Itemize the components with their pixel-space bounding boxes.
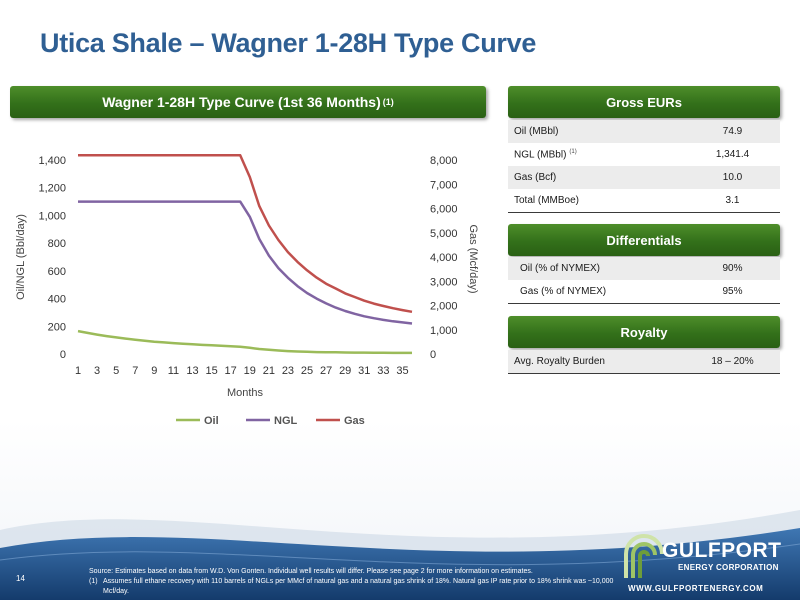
table-row: Avg. Royalty Burden 18 – 20% — [508, 350, 780, 374]
slide-title: Utica Shale – Wagner 1-28H Type Curve — [40, 28, 537, 58]
y-tick-label: 600 — [48, 266, 66, 278]
eur-ngl-value: 1,341.4 — [715, 149, 750, 160]
table-row: Gas (Bcf) 10.0 — [508, 166, 780, 189]
company-logo: GULFPORT ENERGY CORPORATION WWW.GULFPORT… — [618, 526, 794, 596]
diff-oil-label: Oil (% of NYMEX) — [508, 257, 685, 280]
x-tick-label: 25 — [301, 365, 313, 377]
eur-ngl-label-cell: NGL (MBbl) (1) — [508, 143, 685, 166]
x-tick-label: 29 — [339, 365, 351, 377]
x-tick-label: 35 — [396, 365, 408, 377]
x-tick-label: 1 — [75, 365, 81, 377]
y2-tick-label: 2,000 — [430, 301, 458, 313]
x-tick-label: 5 — [113, 365, 119, 377]
gross-eurs-header: Gross EURs — [508, 86, 780, 118]
eur-total-label: Total (MMBoe) — [508, 189, 685, 213]
x-tick-label: 7 — [132, 365, 138, 377]
eur-oil-label: Oil (MBbl) — [508, 120, 685, 143]
y-tick-label: 1,400 — [38, 155, 66, 167]
y-tick-label: 400 — [48, 294, 66, 306]
eur-ngl-label: NGL (MBbl) — [514, 149, 567, 161]
logo-arc-icon — [624, 534, 664, 578]
royalty-header: Royalty — [508, 316, 780, 348]
gross-eurs-table: Oil (MBbl) 74.9 NGL (MBbl) (1) 1,341.4 Ga… — [508, 120, 780, 213]
eur-gas-label: Gas (Bcf) — [508, 166, 685, 189]
x-tick-label: 27 — [320, 365, 332, 377]
x-tick-label: 15 — [205, 365, 217, 377]
differentials-table: Oil (% of NYMEX) 90% Gas (% of NYMEX) 95… — [508, 257, 780, 304]
legend-label-oil: Oil — [204, 415, 219, 427]
x-tick-label: 23 — [282, 365, 294, 377]
y2-tick-label: 1,000 — [430, 325, 458, 337]
eur-gas-value: 10.0 — [685, 166, 780, 189]
x-tick-label: 21 — [263, 365, 275, 377]
y-axis-title: Oil/NGL (Bbl/day) — [15, 214, 27, 300]
y2-tick-label: 7,000 — [430, 179, 458, 191]
x-tick-label: 11 — [168, 365, 179, 377]
eur-total-value: 3.1 — [685, 189, 780, 213]
x-tick-label: 33 — [377, 365, 389, 377]
table-row: Gas (% of NYMEX) 95% — [508, 280, 780, 304]
x-tick-label: 3 — [94, 365, 100, 377]
footnote-1-mark: (1) — [89, 578, 98, 585]
footnote-1-text: Assumes full ethane recovery with 110 ba… — [103, 578, 614, 595]
y2-tick-label: 5,000 — [430, 228, 458, 240]
legend-label-gas: Gas — [344, 415, 365, 427]
series-line-gas — [78, 153, 413, 314]
chart-header-text: Wagner 1-28H Type Curve (1st 36 Months) — [102, 94, 381, 110]
eur-ngl-footnote: (1) — [569, 148, 577, 155]
y-tick-label: 200 — [48, 321, 66, 333]
y2-tick-label: 3,000 — [430, 276, 458, 288]
differentials-header: Differentials — [508, 224, 780, 256]
diff-oil-value: 90% — [685, 257, 780, 280]
y-tick-label: 800 — [48, 238, 66, 250]
footnotes: Source: Estimates based on data from W.D… — [89, 567, 619, 597]
type-curve-chart: 0 200 400 600 800 1,000 1,200 1,400 0 1,000 2,000 3… — [15, 153, 479, 427]
y2-tick-label: 0 — [430, 349, 436, 361]
logo-tagline: ENERGY CORPORATION — [678, 563, 779, 572]
x-tick-label: 17 — [225, 365, 237, 377]
x-tick-label: 9 — [151, 365, 157, 377]
logo-url: WWW.GULFPORTENERGY.COM — [628, 584, 764, 593]
eur-oil-value: 74.9 — [685, 120, 780, 143]
table-row: NGL (MBbl) (1) 1,341.4 — [508, 143, 780, 166]
diff-gas-value: 95% — [685, 280, 780, 304]
table-row: Oil (MBbl) 74.9 — [508, 120, 780, 143]
x-tick-label: 13 — [186, 365, 198, 377]
logo-name: GULFPORT — [662, 539, 782, 562]
chart-header: Wagner 1-28H Type Curve (1st 36 Months)(… — [10, 86, 486, 118]
series-line-ngl — [78, 200, 413, 325]
legend-label-ngl: NGL — [274, 415, 298, 427]
x-tick-label: 31 — [358, 365, 370, 377]
chart-header-footnote: (1) — [382, 97, 394, 107]
table-row: Oil (% of NYMEX) 90% — [508, 257, 780, 280]
royalty-label: Avg. Royalty Burden — [508, 350, 685, 374]
y-tick-label: 0 — [60, 349, 66, 361]
y-tick-label: 1,000 — [38, 210, 66, 222]
x-axis-title: Months — [227, 387, 264, 399]
series-line-oil — [77, 329, 412, 355]
royalty-value: 18 – 20% — [685, 350, 780, 374]
y2-axis-title: Gas (Mcf/day) — [467, 224, 479, 293]
y2-tick-label: 4,000 — [430, 252, 458, 264]
x-tick-label: 19 — [244, 365, 256, 377]
footer-wave — [0, 510, 800, 600]
royalty-table: Avg. Royalty Burden 18 – 20% — [508, 350, 780, 374]
diff-gas-label: Gas (% of NYMEX) — [508, 280, 685, 304]
source-note: Source: Estimates based on data from W.D… — [89, 568, 533, 575]
table-row: Total (MMBoe) 3.1 — [508, 189, 780, 213]
page-number: 14 — [16, 574, 25, 583]
y2-tick-label: 8,000 — [430, 155, 458, 167]
footnote-1: (1) Assumes full ethane recovery with 11… — [89, 577, 619, 597]
y2-tick-label: 6,000 — [430, 204, 458, 216]
y-tick-label: 1,200 — [38, 183, 66, 195]
